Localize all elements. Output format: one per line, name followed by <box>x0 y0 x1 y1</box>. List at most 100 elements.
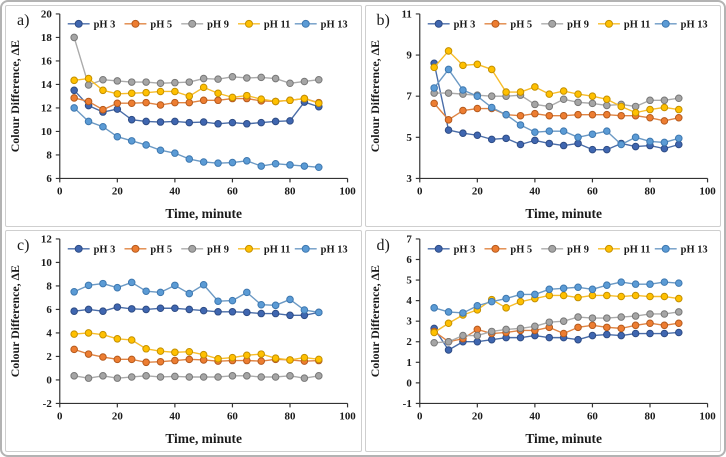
data-point <box>444 319 452 328</box>
x-tick-label: 100 <box>699 410 716 422</box>
data-point <box>631 280 639 288</box>
data-point <box>660 144 668 153</box>
data-point <box>444 308 452 316</box>
y-tick-label: -2 <box>43 398 52 410</box>
data-point <box>544 139 553 148</box>
data-point <box>127 355 136 364</box>
x-tick-label: 0 <box>57 410 63 422</box>
data-point <box>84 350 93 358</box>
data-point <box>214 120 222 128</box>
data-point <box>286 96 294 105</box>
legend-label: pH 3 <box>453 244 475 255</box>
data-point <box>185 155 194 163</box>
data-point <box>228 93 237 102</box>
data-point <box>243 308 251 317</box>
data-point <box>156 118 165 126</box>
series-pH-9 <box>70 33 323 89</box>
x-tick-label: 80 <box>285 185 296 197</box>
data-point <box>314 355 323 364</box>
data-point <box>473 104 481 113</box>
data-point <box>631 108 639 117</box>
x-tick-label: 40 <box>529 185 540 197</box>
x-tick-label: 60 <box>227 410 238 422</box>
x-tick-label: 100 <box>339 185 356 197</box>
data-point <box>243 120 251 128</box>
data-point <box>487 92 496 100</box>
data-point <box>444 126 452 134</box>
legend-marker <box>434 244 443 253</box>
data-point <box>559 291 567 300</box>
data-point <box>645 280 654 288</box>
data-point <box>271 373 280 381</box>
legend-label: pH 11 <box>623 244 649 255</box>
data-point <box>214 373 222 381</box>
data-point <box>84 74 93 83</box>
data-point <box>573 313 582 321</box>
series-pH-11 <box>429 47 683 117</box>
data-point <box>559 317 567 325</box>
data-point <box>573 283 582 292</box>
data-point <box>171 117 179 126</box>
data-point <box>314 75 323 84</box>
data-point <box>616 313 625 321</box>
data-point <box>142 345 150 353</box>
data-point <box>199 118 208 126</box>
data-point <box>243 91 251 100</box>
chart-b-canvas: 3 5 7 9 11 0 20 40 60 80 100 Time, minute Colour Dif… <box>367 8 715 221</box>
data-point <box>588 285 596 294</box>
data-point <box>271 159 280 168</box>
data-point <box>660 310 668 318</box>
y-tick-label: 5 <box>406 275 412 287</box>
data-point <box>559 87 567 95</box>
x-tick-label: 80 <box>644 410 655 422</box>
data-point <box>257 73 266 82</box>
data-point <box>645 329 654 338</box>
y-tick-label: 0 <box>46 374 52 386</box>
data-point <box>516 140 524 149</box>
data-point <box>127 137 136 145</box>
legend-label: pH 11 <box>623 19 649 30</box>
data-point <box>185 347 194 356</box>
data-point <box>127 336 136 344</box>
legend-marker <box>661 19 670 28</box>
data-point <box>616 278 625 286</box>
legend-item-pH-5: pH 5 <box>483 244 532 255</box>
data-point <box>142 117 150 126</box>
data-point <box>588 110 596 119</box>
data-point <box>286 79 294 88</box>
data-point <box>228 158 237 167</box>
data-point <box>199 373 208 381</box>
data-point <box>199 83 208 92</box>
legend-marker <box>490 19 499 28</box>
data-point <box>602 281 611 289</box>
data-point <box>573 98 582 107</box>
data-point <box>300 77 309 86</box>
data-point <box>156 146 165 154</box>
data-point <box>171 281 179 290</box>
data-point <box>544 333 553 342</box>
data-point <box>99 307 107 315</box>
y-tick-label: 12 <box>41 102 52 114</box>
legend-item-pH-11: pH 11 <box>597 244 650 255</box>
data-point <box>588 321 596 330</box>
x-axis-title: Time, minute <box>165 206 242 221</box>
chart-panel-a: a) 6 8 10 12 14 16 18 20 0 20 40 60 80 100 Time, minut… <box>5 5 362 227</box>
data-point <box>660 96 668 105</box>
legend-item-pH-9: pH 9 <box>181 244 229 255</box>
data-point <box>573 133 582 142</box>
data-point <box>84 117 93 126</box>
data-point <box>516 333 524 342</box>
y-tick-label: 14 <box>41 79 52 91</box>
legend-label: pH 3 <box>94 244 116 255</box>
data-point <box>501 325 510 334</box>
data-point <box>631 133 639 142</box>
data-point <box>588 130 596 138</box>
data-point <box>487 103 496 112</box>
x-tick-label: 20 <box>471 185 482 197</box>
data-point <box>300 306 309 314</box>
y-tick-label: 20 <box>41 8 52 20</box>
series-line <box>433 92 679 108</box>
x-tick-label: 40 <box>169 410 180 422</box>
data-point <box>142 141 150 149</box>
data-point <box>516 324 524 333</box>
